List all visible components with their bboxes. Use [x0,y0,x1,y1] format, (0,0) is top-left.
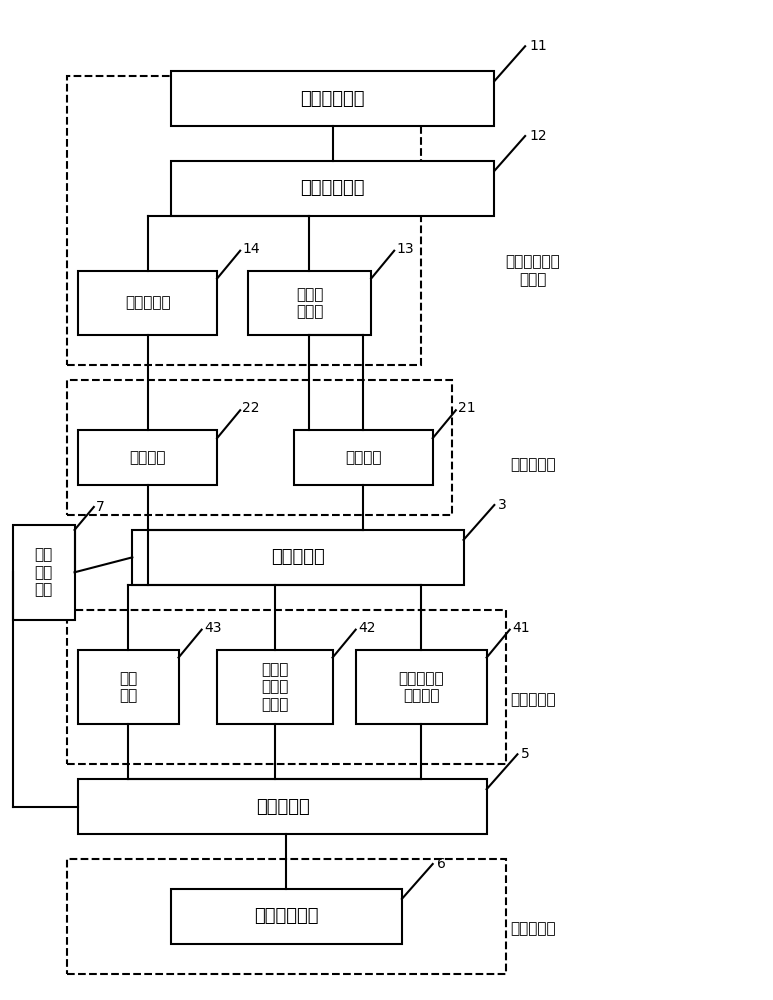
Text: 5: 5 [521,747,530,761]
Text: 站控层设备: 站控层设备 [510,921,556,936]
FancyBboxPatch shape [78,430,217,485]
Text: 测控
装置: 测控 装置 [119,671,138,703]
FancyBboxPatch shape [171,71,494,126]
Text: 13: 13 [397,242,414,256]
Text: 6: 6 [437,857,445,871]
Text: 41: 41 [512,621,530,635]
Text: 物理接口装置: 物理接口装置 [301,179,365,197]
Text: 智能终端: 智能终端 [130,450,166,465]
Text: 22: 22 [243,401,260,415]
Text: 合并单元: 合并单元 [345,450,382,465]
Text: 模拟断路器: 模拟断路器 [125,296,171,311]
Text: 数字仿真设备: 数字仿真设备 [301,90,365,108]
FancyBboxPatch shape [248,271,371,335]
Text: 后台监控系统: 后台监控系统 [254,907,318,925]
Text: 43: 43 [204,621,221,635]
Text: 时钟
同步
系统: 时钟 同步 系统 [35,547,53,597]
Text: 14: 14 [243,242,260,256]
Text: 42: 42 [358,621,376,635]
Text: 数字化继电
保护装置: 数字化继电 保护装置 [398,671,444,703]
Text: 电子式
互感器: 电子式 互感器 [296,287,323,319]
FancyBboxPatch shape [78,650,179,724]
Text: 间隔层设备: 间隔层设备 [510,692,556,707]
Text: 3: 3 [498,498,507,512]
Text: 数字化
故障录
波装置: 数字化 故障录 波装置 [261,662,288,712]
FancyBboxPatch shape [13,525,74,620]
Text: 过程层网络: 过程层网络 [271,548,325,566]
FancyBboxPatch shape [294,430,433,485]
FancyBboxPatch shape [171,889,402,944]
FancyBboxPatch shape [356,650,487,724]
Text: 21: 21 [458,401,475,415]
Text: 11: 11 [529,39,547,53]
Text: 过程层设备: 过程层设备 [510,458,556,473]
FancyBboxPatch shape [132,530,464,585]
FancyBboxPatch shape [78,271,217,335]
FancyBboxPatch shape [171,161,494,216]
Text: 7: 7 [96,500,105,514]
FancyBboxPatch shape [217,650,332,724]
FancyBboxPatch shape [78,779,487,834]
Text: 站控层网络: 站控层网络 [256,798,309,816]
Text: 模拟一次系统
及设备: 模拟一次系统 及设备 [506,254,560,287]
Text: 12: 12 [529,129,547,143]
